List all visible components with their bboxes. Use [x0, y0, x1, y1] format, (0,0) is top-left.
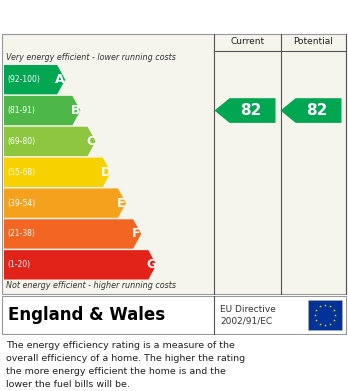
Text: C: C — [86, 135, 95, 148]
Text: D: D — [101, 166, 111, 179]
Text: Current: Current — [230, 38, 264, 47]
Polygon shape — [4, 127, 96, 156]
Text: 82: 82 — [240, 103, 261, 118]
Polygon shape — [4, 96, 80, 125]
Text: Not energy efficient - higher running costs: Not energy efficient - higher running co… — [6, 282, 176, 291]
Text: (55-68): (55-68) — [7, 168, 35, 177]
Text: (1-20): (1-20) — [7, 260, 30, 269]
Text: A: A — [55, 73, 65, 86]
Text: 82: 82 — [306, 103, 327, 118]
Polygon shape — [4, 219, 141, 249]
Text: (69-80): (69-80) — [7, 137, 35, 146]
Polygon shape — [4, 250, 156, 280]
Text: EU Directive: EU Directive — [220, 305, 276, 314]
Text: E: E — [117, 197, 125, 210]
Text: B: B — [71, 104, 80, 117]
Text: (81-91): (81-91) — [7, 106, 35, 115]
Text: England & Wales: England & Wales — [8, 306, 165, 324]
Text: Energy Efficiency Rating: Energy Efficiency Rating — [9, 9, 219, 24]
Polygon shape — [4, 188, 126, 218]
Text: Very energy efficient - lower running costs: Very energy efficient - lower running co… — [6, 54, 176, 63]
Polygon shape — [4, 65, 65, 94]
Text: G: G — [146, 258, 157, 271]
Text: Potential: Potential — [294, 38, 333, 47]
Text: (21-38): (21-38) — [7, 230, 35, 239]
Polygon shape — [214, 98, 276, 123]
Text: (92-100): (92-100) — [7, 75, 40, 84]
Polygon shape — [280, 98, 341, 123]
Bar — [308, 300, 342, 330]
Text: The energy efficiency rating is a measure of the
overall efficiency of a home. T: The energy efficiency rating is a measur… — [6, 341, 245, 389]
Text: 2002/91/EC: 2002/91/EC — [220, 316, 272, 325]
Polygon shape — [4, 158, 111, 187]
Text: (39-54): (39-54) — [7, 199, 35, 208]
Text: F: F — [132, 228, 141, 240]
